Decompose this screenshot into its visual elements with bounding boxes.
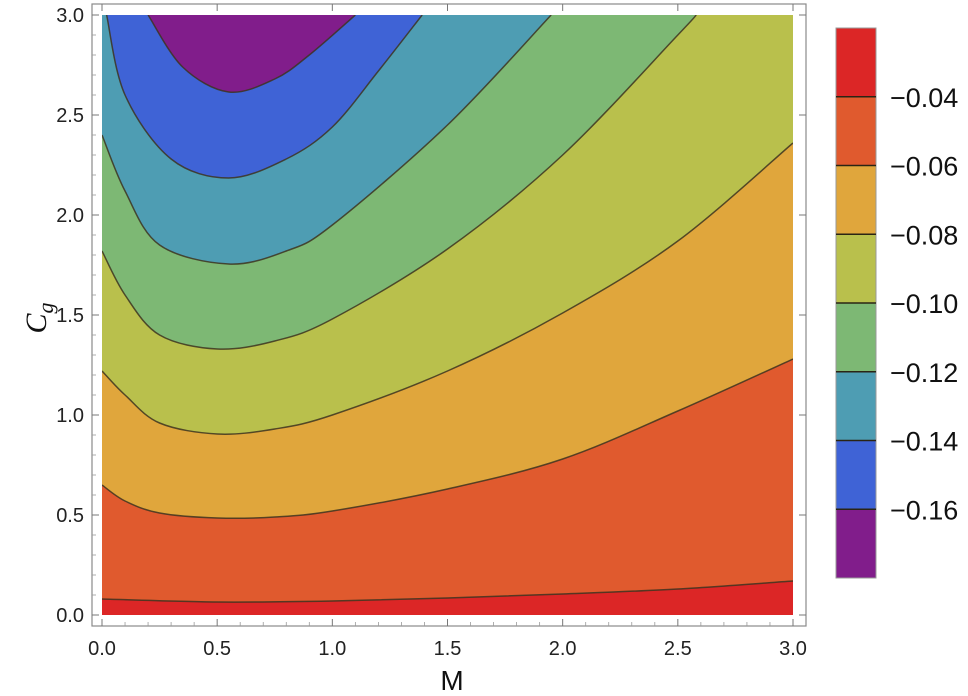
- colorbar-band-3: [836, 234, 876, 304]
- colorbar-band-5: [836, 371, 876, 441]
- colorbar-band-0: [836, 28, 876, 98]
- x-tick-label: 1.0: [318, 638, 346, 660]
- contour-fill-bands: [102, 15, 793, 615]
- colorbar-band-4: [836, 303, 876, 373]
- colorbar-label: −0.14: [890, 427, 958, 457]
- contour-line-1: [102, 580, 793, 603]
- contour-line-4: [102, 15, 697, 350]
- x-tick-label: 0.0: [88, 638, 116, 660]
- y-tick-label: 1.0: [56, 405, 84, 427]
- colorbar-label: −0.10: [890, 289, 958, 319]
- y-axis-ticks: 0.0 0.5 1.0 1.5 2.0 2.5 3.0: [56, 5, 806, 627]
- x-tick-label: 0.5: [203, 638, 231, 660]
- y-tick-label: 1.5: [56, 305, 84, 327]
- contour-line-3: [102, 142, 793, 435]
- colorbar-band-1: [836, 96, 876, 166]
- x-tick-label: 3.0: [779, 638, 807, 660]
- svg-text:Cg: Cg: [20, 302, 58, 333]
- y-tick-label: 3.0: [56, 5, 84, 27]
- colorbar-band-2: [836, 165, 876, 235]
- y-axis-title: Cg: [20, 302, 58, 333]
- colorbar-label: −0.16: [890, 495, 958, 525]
- colorbar-labels: −0.04 −0.06 −0.08 −0.10 −0.12 −0.14 −0.16: [890, 83, 958, 526]
- contour-line-7: [147, 15, 356, 94]
- colorbar-band-6: [836, 440, 876, 510]
- x-axis-ticks: 0.0 0.5 1.0 1.5 2.0 2.5 3.0: [88, 4, 807, 660]
- colorbar-band-7: [836, 509, 876, 579]
- x-axis-title: M: [440, 665, 463, 696]
- y-tick-label: 2.0: [56, 205, 84, 227]
- contour-line-2: [102, 358, 793, 520]
- contour-lines: [102, 15, 793, 603]
- x-tick-label: 1.5: [434, 638, 462, 660]
- x-tick-label: 2.0: [549, 638, 577, 660]
- y-axis-title-main: C: [20, 313, 53, 334]
- y-tick-label: 0.0: [56, 605, 84, 627]
- y-tick-label: 0.5: [56, 505, 84, 527]
- contour-line-5: [102, 15, 552, 265]
- colorbar-label: −0.06: [890, 152, 958, 182]
- contour-band-7: [148, 15, 356, 93]
- colorbar-label: −0.12: [890, 358, 958, 388]
- colorbar: [835, 27, 877, 579]
- x-tick-label: 2.5: [664, 638, 692, 660]
- y-tick-label: 2.5: [56, 105, 84, 127]
- colorbar-label: −0.04: [890, 83, 958, 113]
- y-axis-title-subscript: g: [33, 302, 58, 313]
- contour-line-6: [105, 15, 423, 179]
- colorbar-label: −0.08: [890, 220, 958, 250]
